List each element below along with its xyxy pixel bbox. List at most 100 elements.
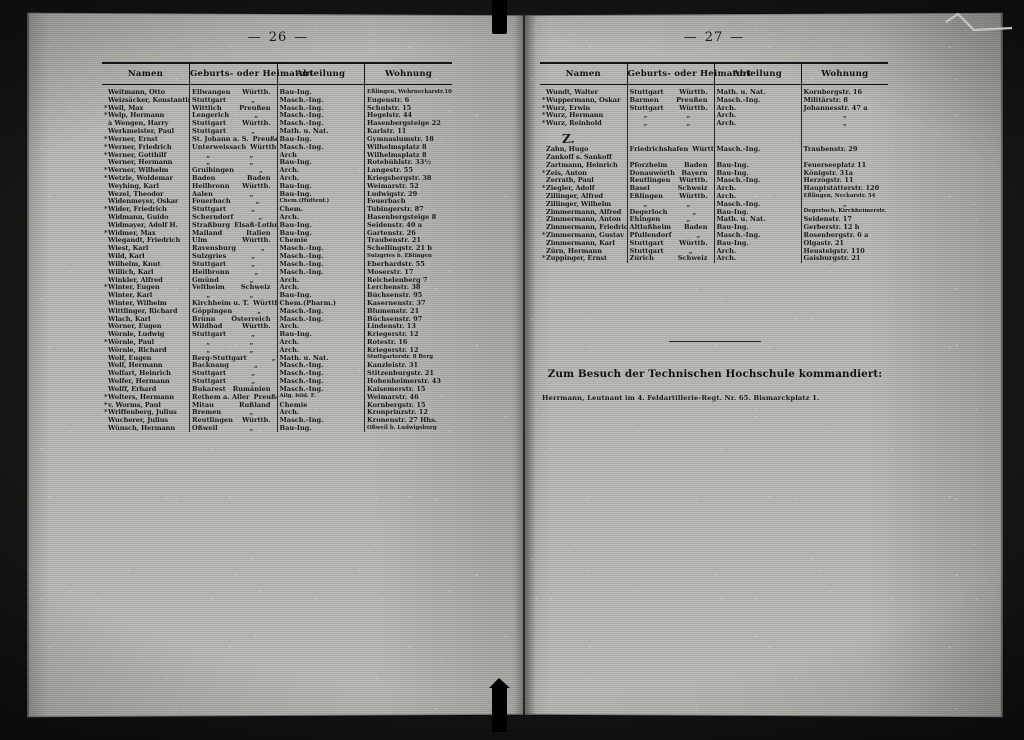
cell-residence: Militärstr. 8 xyxy=(800,96,888,105)
cell-name: Werner, Hermann xyxy=(102,159,190,167)
table-row: Widmann, Guido Scherndorf „ Arch. Hasenbergs… xyxy=(102,213,452,222)
birthplace-town: Stuttgart xyxy=(629,239,664,247)
cell-name: *Zimmermann, Gustav xyxy=(540,231,627,239)
group-letter-row: Z. xyxy=(540,127,888,146)
footer-entry: Herrmann, Leutnant im 4. Feldartillerie-… xyxy=(542,394,820,403)
corner-mark-icon xyxy=(945,12,1013,32)
birthplace-state: „ xyxy=(251,127,255,136)
table-row: Wolfer, Hermann Stuttgart „ Masch.-Ing. Hohe… xyxy=(102,377,452,386)
cell-birthplace: „ „ xyxy=(189,346,277,355)
cell-name: *Wider, Friedrich xyxy=(102,206,190,214)
table-row: *Wurz, Erwin Stuttgart Württb. Arch. Johanne… xyxy=(540,104,888,112)
cell-birthplace: Bukarest Rumänien xyxy=(189,385,277,394)
cell-name: *Wörnle, Paul xyxy=(102,338,190,346)
cell-residence: Schulstr. 15 xyxy=(364,104,452,112)
birthplace-town: Rethem a. Aller xyxy=(192,393,250,401)
cell-residence: Seidenstr. 17 xyxy=(800,215,888,224)
cell-department: Arch. xyxy=(276,213,365,222)
cell-name: Zillinger, Wilhelm xyxy=(540,200,627,208)
cell-residence: Tübingerstr. 87 xyxy=(364,205,452,214)
person-name: Werner, Friedrich xyxy=(108,143,172,151)
cell-birthplace: Stuttgart Württb. xyxy=(189,119,277,128)
birthplace-town: Friedrichshafen xyxy=(629,145,689,154)
cell-birthplace: „ „ xyxy=(626,111,714,120)
cell-department: Arch. xyxy=(713,247,801,255)
birthplace-state: „ xyxy=(251,369,255,378)
person-name: Willich, Karl xyxy=(108,268,154,276)
table-row: Wilhelm, Knut Stuttgart „ Masch.-Ing. Eberha… xyxy=(102,260,452,269)
birthplace-town: Wittlich xyxy=(192,104,222,112)
person-name: Zimmermann, Anton xyxy=(546,215,621,224)
birthplace-town: Unterweissach xyxy=(192,143,247,151)
birthplace-state: Rumänien xyxy=(232,385,271,393)
cell-birthplace: „ „ xyxy=(189,338,277,347)
birthplace-state: „ xyxy=(688,247,693,255)
birthplace-state: „ xyxy=(686,215,691,224)
cell-residence: Hasenbergsteige 22 xyxy=(364,119,452,128)
cell-residence: Wilhelmsplatz 8 xyxy=(364,143,452,151)
cell-residence: Kriegerstr. 12 xyxy=(364,330,452,339)
header-row-right: Namen Geburts- oder Heimatort Abteilung … xyxy=(540,62,888,85)
book-gutter-shadow xyxy=(514,14,536,714)
birthplace-town: Stuttgart xyxy=(192,127,227,136)
birthplace-state: Württb. xyxy=(679,88,708,96)
cell-birthplace: Barmen Preußen xyxy=(626,96,714,105)
cell-birthplace: Göppingen „ xyxy=(189,307,277,316)
cell-department: Bau-Ing. xyxy=(713,208,801,216)
cell-department: Masch.-Ing. xyxy=(276,315,365,323)
cell-department: Chemie xyxy=(276,400,365,409)
cell-birthplace: Berg-Stuttgart „ xyxy=(189,354,277,362)
cell-birthplace: Stuttgart „ xyxy=(189,377,277,386)
cell-residence: Kriegerstr. 12 xyxy=(364,346,452,355)
cell-birthplace: Heilbronn Württb. xyxy=(189,182,277,191)
birthplace-town: Stuttgart xyxy=(192,377,227,386)
birthplace-town: Stuttgart xyxy=(629,247,664,255)
birthplace-town: Ehingen xyxy=(629,215,661,224)
cell-empty xyxy=(800,127,888,146)
cell-birthplace: Basel Schweiz xyxy=(626,184,714,193)
person-name: Werner, Wilhelm xyxy=(108,166,169,175)
person-name: Wiegandt, Friedrich xyxy=(108,236,181,245)
cell-department: Arch. xyxy=(713,119,801,128)
cell-birthplace: Mitau Rußland xyxy=(189,400,277,409)
folio-dash-left: — xyxy=(683,30,698,45)
cell-birthplace: „ „ xyxy=(626,119,714,128)
person-name: Wider, Friedrich xyxy=(108,205,167,214)
birthplace-town: Reutlingen xyxy=(629,176,671,185)
table-row: *Wurz, Reinhold „ „ Arch. „ xyxy=(540,119,888,128)
birthplace-town: Heilbronn xyxy=(192,182,230,190)
table-row: *Wuppermann, Oskar Barmen Preußen Masch.-In… xyxy=(540,96,888,105)
person-name: Wolters, Hermann xyxy=(108,393,174,401)
cell-name: Widmann, Guido xyxy=(102,213,190,221)
cell-birthplace: Stuttgart „ xyxy=(626,247,714,255)
birthplace-state: Preußen xyxy=(252,135,277,143)
cell-name: Zimmermann, Alfred xyxy=(540,208,627,216)
footer-divider-rule xyxy=(669,341,761,343)
column-header-wohnung: Wohnung xyxy=(364,62,452,85)
cell-department: Masch.-Ing. xyxy=(276,111,365,120)
birthplace-state: „ xyxy=(249,275,254,284)
table-head-left: Namen Geburts- oder Heimatort Abteilung … xyxy=(102,62,452,85)
cell-residence: Büchsenstr. 97 xyxy=(364,315,452,323)
table-row: *Wider, Friedrich Stuttgart „ Chem. Tübinger… xyxy=(102,205,452,214)
person-name: Wuppermann, Oskar xyxy=(546,96,621,104)
birthplace-state: „ xyxy=(686,111,691,120)
cell-department: Masch.-Ing. xyxy=(276,361,365,370)
cell-birthplace: „ „ xyxy=(189,158,277,167)
person-name: Wünsch, Hermann xyxy=(108,424,176,432)
table-row: *Well, Max Wittlich Preußen Masch.-Ing. Schu… xyxy=(102,104,452,112)
cell-name: *Wurz, Reinhold xyxy=(540,120,627,128)
birthplace-town: Zürich xyxy=(629,254,654,263)
person-name: Weizsäcker, Konstantin xyxy=(108,96,190,104)
birthplace-state: Württb. xyxy=(242,416,271,425)
cell-name: *Werner, Ernst xyxy=(102,135,190,143)
cell-birthplace: Kirchheim u. T.Württb. xyxy=(189,299,277,308)
cell-residence: Kasernenstr. 37 xyxy=(364,299,452,308)
cell-residence: Hohenheimerstr. 43 xyxy=(364,377,452,386)
page-number-right: — 27 — xyxy=(508,30,920,45)
cell-name: Werkmeister, Paul xyxy=(102,128,190,136)
cell-residence: Seidenstr. 40 a xyxy=(364,221,452,230)
birthplace-town: Mitau xyxy=(192,400,214,409)
cell-name: *Winter, Eugen xyxy=(102,284,190,292)
table-row: Wundt, Walter Stuttgart Württb. Math. u. Na… xyxy=(540,84,888,97)
